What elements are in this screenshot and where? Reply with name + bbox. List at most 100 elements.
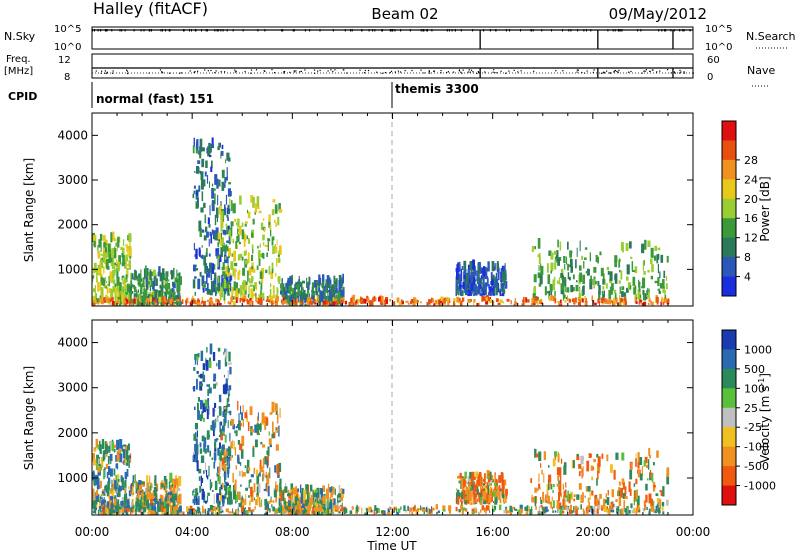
heatmap-cell-3-205 [252,268,256,273]
heatmap-cell-3-17 [257,250,261,260]
heatmap-cell-7-223 [529,509,533,515]
heatmap-cell-3-184 [276,427,279,433]
heatmap-cell-6-110 [605,283,608,289]
heatmap-cell-0-130 [121,286,124,293]
heatmap-cell-5-161 [460,480,462,489]
heatmap-cell-7-284 [191,508,195,511]
heatmap-cell-0-128 [99,269,101,278]
heatmap-cell-3-46 [275,481,277,490]
heatmap-cell-5-41 [484,271,488,279]
freq-trace-mark-47 [673,71,675,73]
heatmap-cell-1-58 [167,282,171,290]
heatmap-cell-5-212 [462,490,466,499]
heatmap-cell-4-109 [307,491,311,495]
heatmap-cell-3-96 [247,467,251,471]
heatmap-cell-1-33 [159,494,163,501]
heatmap-cell-6-75 [655,493,659,497]
heatmap-cell-7-262 [611,300,613,303]
heatmap-cell-6-198 [651,473,654,483]
freq-trace-mark-50 [643,70,645,72]
heatmap-cell-3-85 [225,451,228,456]
heatmap-cell-6-58 [536,488,539,492]
heatmap-cell-0-164 [117,236,120,248]
heatmap-cell-0-178 [124,471,128,480]
heatmap-cell-7-269 [400,299,403,302]
heatmap-cell-1-158 [166,288,169,295]
heatmap-cell-0-60 [128,260,131,267]
heatmap-cell-2-213 [195,248,198,260]
heatmap-cell-7-320 [311,510,314,514]
heatmap-cell-6-171 [627,282,631,291]
heatmap-cell-2-96 [193,264,196,272]
heatmap-cell-1-46 [149,285,151,292]
heatmap-cell-3-59 [237,491,240,500]
heatmap-cell-1-83 [136,291,138,298]
heatmap-cell-3-57 [236,244,239,250]
heatmap-cell-1-175 [147,281,150,286]
heatmap-cell-3-216 [239,443,243,451]
heatmap-cell-1-204 [135,501,138,511]
freq-trace-mark-57 [411,69,413,72]
heatmap-cell-4-196 [312,506,315,514]
heatmap-cell-3-68 [250,266,254,270]
heatmap-cell-2-26 [208,465,210,477]
heatmap-cell-2-50 [211,160,213,169]
heatmap-cell-3-109 [254,497,255,501]
heatmap-cell-2-53 [206,175,209,184]
heatmap-cell-7-345 [389,299,392,302]
heatmap-cell-7-157 [523,296,525,303]
heatmap-cell-3-176 [237,400,239,411]
heatmap-cell-6-207 [540,265,544,275]
freq-trace-mark-75 [104,72,106,74]
heatmap-cell-2-135 [196,139,199,150]
heatmap-cell-4-14 [290,483,294,494]
freq-trace-mark-140 [215,70,217,72]
heatmap-cell-6-3 [570,265,573,273]
heatmap-cell-4-174 [280,283,284,294]
heatmap-cell-0-117 [129,239,131,248]
freq-trace-mark-46 [494,72,496,74]
heatmap-cell-7-116 [172,298,174,303]
heatmap-cell-0-133 [93,458,97,466]
heatmap-cell-7-94 [327,302,330,306]
heatmap-cell-7-410 [592,507,596,511]
heatmap-cell-6-64 [644,239,647,250]
heatmap-cell-6-210 [587,497,590,503]
power-colorbar-frame [721,120,737,297]
heatmap-cell-1-174 [154,475,157,486]
heatmap-cell-3-67 [258,294,261,301]
heatmap-cell-5-67 [469,261,473,271]
heatmap-cell-4-60 [333,500,335,504]
heatmap-cell-7-234 [268,299,271,303]
heatmap-cell-0-205 [122,239,125,247]
heatmap-cell-3-11 [245,493,247,504]
heatmap-cell-2-56 [203,443,206,452]
heatmap-cell-7-204 [228,511,232,514]
heatmap-cell-6-82 [614,273,618,284]
heatmap-cell-6-77 [562,275,564,284]
freq-trace-mark-82 [433,70,436,72]
heatmap-cell-0-201 [111,248,115,255]
heatmap-cell-3-133 [242,419,244,428]
heatmap-cell-3-137 [259,501,261,508]
heatmap-cell-3-197 [245,259,249,265]
heatmap-cell-0-219 [93,262,97,273]
freq-trace-mark-120 [363,72,366,74]
heatmap-cell-3-181 [249,284,253,287]
heatmap-cell-2-186 [198,220,202,232]
freq-trace-mark-92 [399,71,402,73]
heatmap-cell-2-59 [201,254,204,260]
heatmap-cell-0-112 [114,444,116,449]
velocity-colorbar-label: Velocity [m s-1] [757,373,772,463]
heatmap-cell-1-214 [159,272,163,282]
heatmap-cell-4-177 [315,489,318,493]
heatmap-cell-2-117 [193,185,196,189]
heatmap-cell-2-139 [207,146,211,157]
heatmap-cell-5-119 [481,271,484,280]
heatmap-cell-7-108 [432,298,434,303]
heatmap-cell-3-136 [223,279,227,289]
freq-trace-mark-123 [461,72,463,74]
heatmap-cell-4-169 [321,291,324,302]
heatmap-cell-7-252 [485,297,488,301]
heatmap-cell-7-7 [393,506,397,511]
